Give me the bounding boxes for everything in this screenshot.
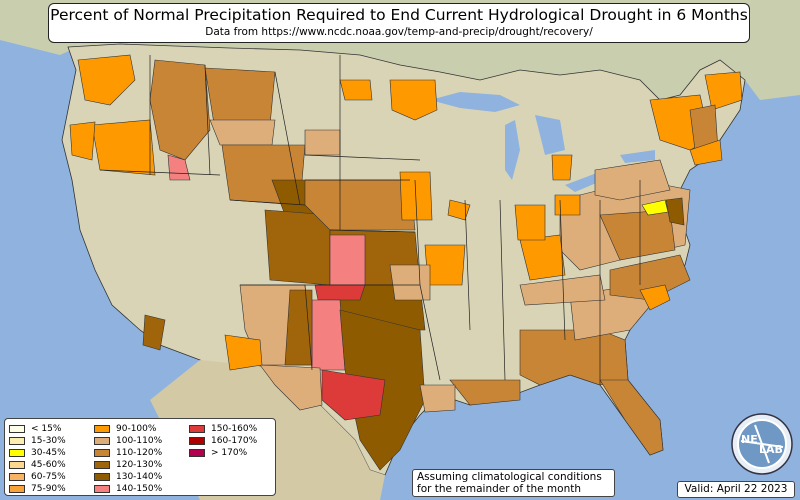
region-montana-east bbox=[209, 119, 276, 146]
region-south-dakota bbox=[304, 129, 341, 156]
region-michigan bbox=[551, 154, 573, 181]
legend-item: 75-90% bbox=[9, 483, 94, 495]
legend-swatch bbox=[9, 449, 25, 457]
region-minnesota bbox=[389, 79, 438, 121]
logo-text-bottom: LAB bbox=[759, 443, 783, 456]
legend-item: > 170% bbox=[189, 447, 279, 459]
lake-huron bbox=[535, 115, 565, 155]
legend-label: 75-90% bbox=[31, 484, 66, 494]
region-ohio bbox=[554, 194, 581, 216]
region-texas-red bbox=[321, 369, 386, 421]
legend-item: 30-45% bbox=[9, 447, 94, 459]
legend-item: 90-100% bbox=[94, 423, 189, 435]
legend-item: 60-75% bbox=[9, 471, 94, 483]
region-colorado bbox=[264, 209, 331, 286]
nexlab-logo-icon: NE LAB bbox=[731, 413, 793, 475]
title-box: Percent of Normal Precipitation Required… bbox=[48, 3, 750, 43]
region-missouri bbox=[424, 244, 466, 286]
region-arizona-west bbox=[142, 314, 166, 351]
note-line-1: Assuming climatological conditions bbox=[417, 471, 602, 483]
legend-item: < 15% bbox=[9, 423, 94, 435]
region-kansas-pink bbox=[329, 234, 366, 286]
legend-label: 100-110% bbox=[116, 436, 163, 446]
region-pennsylvania bbox=[594, 159, 671, 201]
region-north-dakota bbox=[339, 79, 373, 101]
legend-item: 110-120% bbox=[94, 447, 189, 459]
drought-regions bbox=[69, 54, 743, 471]
legend-item: 100-110% bbox=[94, 435, 189, 447]
legend-item: 130-140% bbox=[94, 471, 189, 483]
region-northwest bbox=[77, 54, 136, 106]
legend-swatch bbox=[9, 473, 25, 481]
legend-label: 130-140% bbox=[116, 472, 163, 482]
legend-item: 140-150% bbox=[94, 483, 189, 495]
legend-swatch bbox=[9, 461, 25, 469]
legend-swatch bbox=[94, 425, 110, 433]
legend-label: 160-170% bbox=[211, 436, 258, 446]
region-maine bbox=[704, 71, 743, 111]
region-kentucky-orange bbox=[519, 234, 566, 281]
legend-item: 45-60% bbox=[9, 459, 94, 471]
region-arizona-south bbox=[224, 334, 263, 371]
legend-label: 120-130% bbox=[116, 460, 163, 470]
region-oklahoma-red bbox=[314, 284, 366, 301]
region-arkansas bbox=[389, 264, 431, 301]
legend-label: 45-60% bbox=[31, 460, 66, 470]
legend-swatch bbox=[94, 437, 110, 445]
legend-label: 90-100% bbox=[116, 424, 157, 434]
region-gulf-coast bbox=[449, 379, 521, 406]
region-louisiana bbox=[419, 384, 456, 413]
region-new-mexico-east bbox=[284, 289, 313, 366]
legend-swatch bbox=[94, 449, 110, 457]
region-oregon bbox=[91, 119, 156, 176]
map-subtitle: Data from https://www.ncdc.noaa.gov/temp… bbox=[205, 26, 593, 38]
legend-swatch bbox=[189, 449, 205, 457]
legend-swatch bbox=[94, 473, 110, 481]
legend-swatch bbox=[189, 437, 205, 445]
region-florida bbox=[599, 379, 664, 456]
assumption-note: Assuming climatological conditions for t… bbox=[412, 469, 615, 497]
legend-item: 150-160% bbox=[189, 423, 279, 435]
legend-label: 60-75% bbox=[31, 472, 66, 482]
legend-item: 160-170% bbox=[189, 435, 279, 447]
region-indiana bbox=[514, 204, 546, 241]
region-tennessee bbox=[519, 274, 606, 306]
region-sc bbox=[639, 284, 671, 311]
region-delmarva bbox=[665, 197, 685, 226]
legend-swatch bbox=[94, 461, 110, 469]
region-texas-west bbox=[259, 364, 323, 411]
legend-swatch bbox=[189, 425, 205, 433]
valid-date: Valid: April 22 2023 bbox=[677, 481, 795, 498]
region-oregon-west bbox=[69, 121, 96, 161]
lake-michigan bbox=[505, 120, 520, 180]
legend-label: 15-30% bbox=[31, 436, 66, 446]
legend-swatch bbox=[94, 485, 110, 493]
legend-label: 110-120% bbox=[116, 448, 163, 458]
legend-item: 120-130% bbox=[94, 459, 189, 471]
lake-superior bbox=[430, 92, 520, 112]
legend-swatch bbox=[9, 485, 25, 493]
map-title: Percent of Normal Precipitation Required… bbox=[50, 6, 748, 24]
legend-swatch bbox=[9, 437, 25, 445]
region-mass bbox=[689, 139, 723, 166]
logo-text-top: NE bbox=[741, 433, 758, 446]
legend-label: < 15% bbox=[31, 424, 62, 434]
legend-label: 150-160% bbox=[211, 424, 258, 434]
legend-label: > 170% bbox=[211, 448, 248, 458]
legend-label: 140-150% bbox=[116, 484, 163, 494]
legend: < 15% 15-30% 30-45% 45-60% 60-75% 75-90% 90-10… bbox=[4, 418, 276, 496]
legend-label: 30-45% bbox=[31, 448, 66, 458]
state-boundaries bbox=[99, 55, 641, 385]
lake-ontario bbox=[620, 150, 655, 163]
legend-swatch bbox=[9, 425, 25, 433]
legend-item: 15-30% bbox=[9, 435, 94, 447]
region-illinois bbox=[447, 199, 471, 221]
legend-grid: < 15% 15-30% 30-45% 45-60% 60-75% 75-90% 90-10… bbox=[9, 423, 279, 495]
region-north-carolina bbox=[609, 254, 691, 301]
note-line-2: for the remainder of the month bbox=[417, 483, 582, 495]
